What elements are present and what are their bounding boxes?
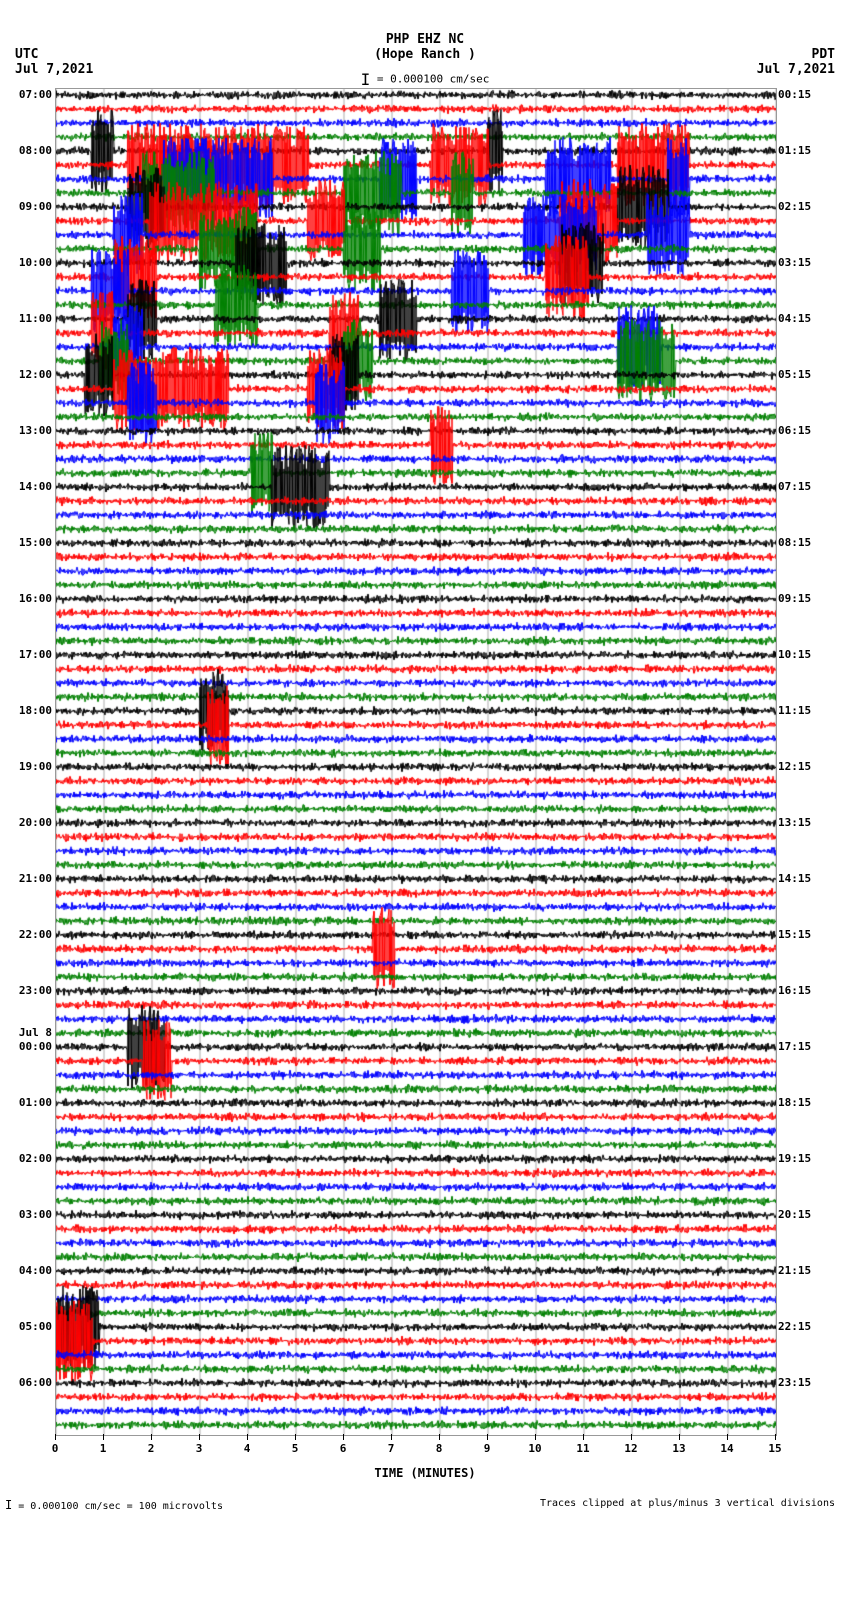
- pdt-time-label: 06:15: [778, 424, 811, 437]
- pdt-label: PDT: [812, 47, 835, 62]
- pdt-time-label: 05:15: [778, 368, 811, 381]
- pdt-time-label: 08:15: [778, 536, 811, 549]
- x-tick-mark: [487, 1434, 488, 1440]
- utc-time-label: 13:00: [7, 424, 52, 437]
- utc-time-label: 07:00: [7, 88, 52, 101]
- pdt-time-label: 15:15: [778, 928, 811, 941]
- pdt-time-label: 20:15: [778, 1208, 811, 1221]
- x-tick-label: 2: [148, 1442, 155, 1455]
- utc-time-label: 17:00: [7, 648, 52, 661]
- x-tick-mark: [55, 1434, 56, 1440]
- utc-time-label: 21:00: [7, 872, 52, 885]
- utc-time-label: 00:00: [7, 1040, 52, 1053]
- x-tick-mark: [247, 1434, 248, 1440]
- scale-indicator: I = 0.000100 cm/sec: [361, 70, 490, 89]
- x-tick-label: 14: [720, 1442, 733, 1455]
- pdt-time-label: 11:15: [778, 704, 811, 717]
- utc-date: Jul 7,2021: [15, 62, 93, 77]
- pdt-time-label: 17:15: [778, 1040, 811, 1053]
- utc-time-label: 02:00: [7, 1152, 52, 1165]
- pdt-time-label: 04:15: [778, 312, 811, 325]
- station-code: PHP EHZ NC: [386, 32, 464, 47]
- x-tick-label: 7: [388, 1442, 395, 1455]
- pdt-time-label: 14:15: [778, 872, 811, 885]
- x-tick-label: 5: [292, 1442, 299, 1455]
- x-tick-label: 8: [436, 1442, 443, 1455]
- pdt-time-label: 01:15: [778, 144, 811, 157]
- pdt-time-label: 23:15: [778, 1376, 811, 1389]
- utc-time-label: 10:00: [7, 256, 52, 269]
- x-tick-mark: [583, 1434, 584, 1440]
- x-tick-label: 10: [528, 1442, 541, 1455]
- utc-time-label: 05:00: [7, 1320, 52, 1333]
- x-tick-mark: [439, 1434, 440, 1440]
- x-tick-mark: [103, 1434, 104, 1440]
- station-name: (Hope Ranch ): [374, 47, 476, 62]
- x-tick-mark: [775, 1434, 776, 1440]
- x-tick-label: 3: [196, 1442, 203, 1455]
- utc-time-label: 03:00: [7, 1208, 52, 1221]
- x-tick-mark: [151, 1434, 152, 1440]
- x-tick-mark: [343, 1434, 344, 1440]
- x-tick-mark: [199, 1434, 200, 1440]
- x-tick-label: 12: [624, 1442, 637, 1455]
- utc-time-label: 04:00: [7, 1264, 52, 1277]
- pdt-time-label: 21:15: [778, 1264, 811, 1277]
- x-tick-label: 11: [576, 1442, 589, 1455]
- pdt-time-label: 07:15: [778, 480, 811, 493]
- pdt-time-label: 12:15: [778, 760, 811, 773]
- x-tick-label: 15: [768, 1442, 781, 1455]
- pdt-date: Jul 7,2021: [757, 62, 835, 77]
- x-tick-label: 4: [244, 1442, 251, 1455]
- x-tick-mark: [679, 1434, 680, 1440]
- utc-time-label: 01:00: [7, 1096, 52, 1109]
- utc-time-label: 19:00: [7, 760, 52, 773]
- x-tick-label: 13: [672, 1442, 685, 1455]
- pdt-time-label: 13:15: [778, 816, 811, 829]
- utc-time-label: 16:00: [7, 592, 52, 605]
- pdt-time-label: 18:15: [778, 1096, 811, 1109]
- day-break-label: Jul 8: [7, 1026, 52, 1039]
- x-tick-label: 9: [484, 1442, 491, 1455]
- pdt-time-label: 03:15: [778, 256, 811, 269]
- x-tick-mark: [391, 1434, 392, 1440]
- utc-time-label: 15:00: [7, 536, 52, 549]
- pdt-time-label: 09:15: [778, 592, 811, 605]
- x-tick-mark: [535, 1434, 536, 1440]
- utc-time-label: 20:00: [7, 816, 52, 829]
- pdt-time-label: 22:15: [778, 1320, 811, 1333]
- pdt-time-label: 02:15: [778, 200, 811, 213]
- utc-time-label: 08:00: [7, 144, 52, 157]
- utc-label: UTC: [15, 47, 38, 62]
- utc-time-label: 06:00: [7, 1376, 52, 1389]
- x-axis-label: TIME (MINUTES): [374, 1466, 475, 1480]
- utc-time-label: 12:00: [7, 368, 52, 381]
- utc-time-label: 11:00: [7, 312, 52, 325]
- utc-time-label: 18:00: [7, 704, 52, 717]
- pdt-time-label: 10:15: [778, 648, 811, 661]
- x-tick-label: 6: [340, 1442, 347, 1455]
- footer-scale: I = 0.000100 cm/sec = 100 microvolts: [5, 1498, 223, 1512]
- trace-canvas: [56, 89, 776, 1435]
- seismogram-plot: [55, 88, 777, 1436]
- utc-time-label: 09:00: [7, 200, 52, 213]
- footer-clip-note: Traces clipped at plus/minus 3 vertical …: [540, 1498, 835, 1509]
- x-tick-label: 0: [52, 1442, 59, 1455]
- x-tick-mark: [727, 1434, 728, 1440]
- utc-time-label: 23:00: [7, 984, 52, 997]
- utc-time-label: 14:00: [7, 480, 52, 493]
- x-tick-mark: [631, 1434, 632, 1440]
- x-tick-mark: [295, 1434, 296, 1440]
- pdt-time-label: 00:15: [778, 88, 811, 101]
- x-tick-label: 1: [100, 1442, 107, 1455]
- pdt-time-label: 16:15: [778, 984, 811, 997]
- utc-time-label: 22:00: [7, 928, 52, 941]
- pdt-time-label: 19:15: [778, 1152, 811, 1165]
